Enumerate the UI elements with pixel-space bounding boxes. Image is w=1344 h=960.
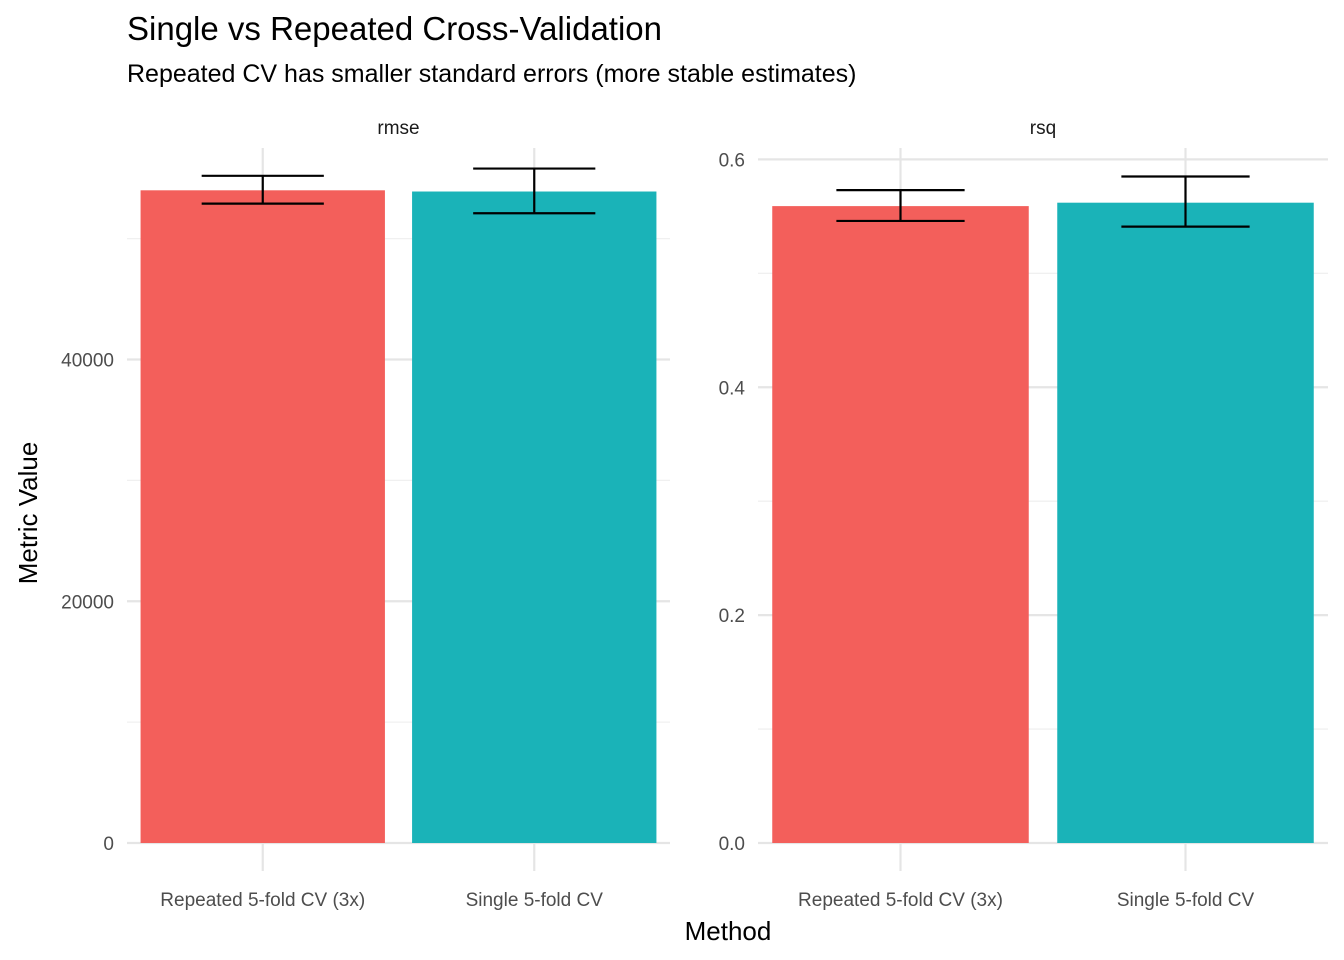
x-tick-label: Repeated 5-fold CV (3x) (798, 890, 1003, 911)
y-tick-label: 0.4 (719, 378, 746, 399)
panel-strip-label: rsq (1030, 118, 1056, 139)
y-axis-title: Metric Value (13, 442, 43, 585)
y-tick-label: 40000 (61, 351, 114, 372)
x-tick-label: Single 5-fold CV (1117, 890, 1255, 911)
y-tick-label: 0.2 (719, 606, 745, 627)
bar (772, 206, 1029, 843)
bar (140, 190, 385, 844)
panel-rmse: rmse 0 20000 40000 Repeated 5-fold CV (3x) Si… (61, 118, 670, 911)
y-tick-label: 20000 (61, 592, 114, 613)
x-tick-label: Repeated 5-fold CV (3x) (160, 890, 365, 911)
panels: rmse 0 20000 40000 Repeated 5-fold CV (3x) Si… (61, 118, 1328, 911)
y-tick-label: 0.0 (719, 834, 745, 855)
x-tick-label: Single 5-fold CV (466, 890, 604, 911)
chart-title: Single vs Repeated Cross-Validation (127, 10, 662, 47)
bar (412, 191, 657, 843)
y-tick-label: 0.6 (719, 150, 745, 171)
x-axis-title: Method (685, 916, 772, 946)
bar (1057, 202, 1314, 843)
chart-subtitle: Repeated CV has smaller standard errors … (127, 60, 856, 88)
panel-rsq: rsq 0.0 0.2 0.4 0.6 Repeated 5-fold CV (3x) Si… (719, 118, 1328, 911)
y-tick-label: 0 (103, 834, 114, 855)
panel-strip-label: rmse (377, 118, 419, 139)
